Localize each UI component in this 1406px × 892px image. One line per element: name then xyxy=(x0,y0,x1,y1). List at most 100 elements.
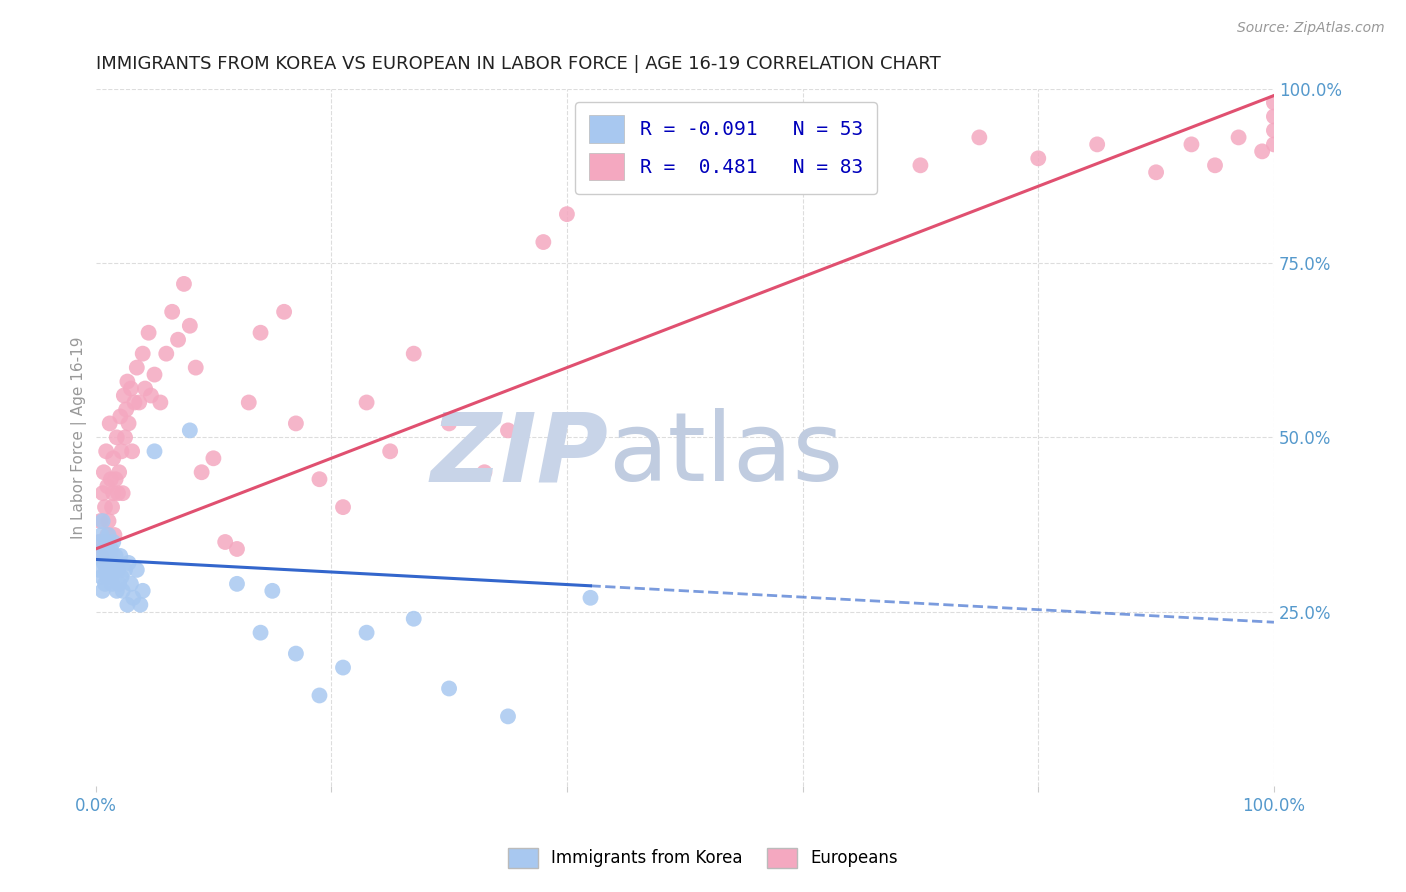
Point xyxy=(531,235,554,249)
Point xyxy=(284,417,307,431)
Point xyxy=(93,556,115,570)
Point xyxy=(437,681,460,696)
Point xyxy=(98,549,121,563)
Point xyxy=(138,326,160,340)
Point xyxy=(105,583,128,598)
Point xyxy=(110,444,132,458)
Point xyxy=(308,689,330,703)
Point xyxy=(129,598,152,612)
Point xyxy=(111,583,134,598)
Point xyxy=(226,577,249,591)
Text: IMMIGRANTS FROM KOREA VS EUROPEAN IN LABOR FORCE | AGE 16-19 CORRELATION CHART: IMMIGRANTS FROM KOREA VS EUROPEAN IN LAB… xyxy=(96,55,941,73)
Point xyxy=(1085,137,1108,152)
Point xyxy=(149,395,172,409)
Point xyxy=(91,583,114,598)
Point xyxy=(101,577,124,591)
Point xyxy=(90,570,112,584)
Point xyxy=(98,563,121,577)
Legend: R = -0.091   N = 53, R =  0.481   N = 83: R = -0.091 N = 53, R = 0.481 N = 83 xyxy=(575,102,876,194)
Point xyxy=(97,528,120,542)
Point xyxy=(108,577,131,591)
Point xyxy=(969,130,991,145)
Point xyxy=(134,382,156,396)
Point xyxy=(1263,137,1285,152)
Point xyxy=(167,333,190,347)
Point xyxy=(94,549,117,563)
Point xyxy=(125,360,148,375)
Point xyxy=(1263,123,1285,137)
Point xyxy=(190,465,212,479)
Point xyxy=(131,583,153,598)
Point xyxy=(91,486,114,500)
Point xyxy=(124,395,146,409)
Point xyxy=(474,465,496,479)
Point xyxy=(98,417,121,431)
Point xyxy=(356,625,378,640)
Point xyxy=(87,549,110,563)
Point xyxy=(143,444,166,458)
Point xyxy=(402,612,425,626)
Point xyxy=(93,465,115,479)
Text: Source: ZipAtlas.com: Source: ZipAtlas.com xyxy=(1237,21,1385,35)
Point xyxy=(94,577,117,591)
Point xyxy=(1251,145,1274,159)
Point xyxy=(111,486,134,500)
Point xyxy=(122,591,145,605)
Point xyxy=(356,395,378,409)
Point xyxy=(96,535,118,549)
Point xyxy=(105,430,128,444)
Point xyxy=(131,346,153,360)
Point xyxy=(100,472,122,486)
Point xyxy=(96,444,118,458)
Point xyxy=(94,500,117,515)
Point xyxy=(179,318,201,333)
Point xyxy=(673,172,696,186)
Text: atlas: atlas xyxy=(609,409,844,501)
Point xyxy=(110,549,132,563)
Point xyxy=(273,305,295,319)
Point xyxy=(437,417,460,431)
Point xyxy=(96,570,118,584)
Point xyxy=(910,158,932,172)
Point xyxy=(117,375,139,389)
Point xyxy=(402,346,425,360)
Point xyxy=(89,514,111,528)
Point xyxy=(114,430,136,444)
Point xyxy=(101,500,124,515)
Point xyxy=(87,535,110,549)
Point xyxy=(249,326,271,340)
Point xyxy=(96,563,118,577)
Point xyxy=(1227,130,1250,145)
Point xyxy=(97,556,120,570)
Point xyxy=(96,528,118,542)
Point xyxy=(112,388,135,402)
Point xyxy=(284,647,307,661)
Point xyxy=(1026,152,1049,166)
Text: ZIP: ZIP xyxy=(430,409,609,501)
Point xyxy=(89,535,111,549)
Point xyxy=(107,563,129,577)
Point xyxy=(1180,137,1202,152)
Point xyxy=(115,402,138,417)
Point xyxy=(1263,95,1285,110)
Point xyxy=(108,465,131,479)
Point xyxy=(496,423,519,437)
Point xyxy=(103,451,125,466)
Point xyxy=(143,368,166,382)
Point xyxy=(110,409,132,424)
Point xyxy=(173,277,195,291)
Point xyxy=(103,563,125,577)
Point xyxy=(1263,110,1285,124)
Point xyxy=(614,165,637,179)
Point xyxy=(104,472,127,486)
Point xyxy=(238,395,260,409)
Point xyxy=(121,444,143,458)
Point xyxy=(100,541,122,556)
Point xyxy=(117,598,139,612)
Point xyxy=(87,563,110,577)
Point xyxy=(1204,158,1226,172)
Legend: Immigrants from Korea, Europeans: Immigrants from Korea, Europeans xyxy=(501,841,905,875)
Point xyxy=(792,165,814,179)
Point xyxy=(1144,165,1167,179)
Point xyxy=(733,145,755,159)
